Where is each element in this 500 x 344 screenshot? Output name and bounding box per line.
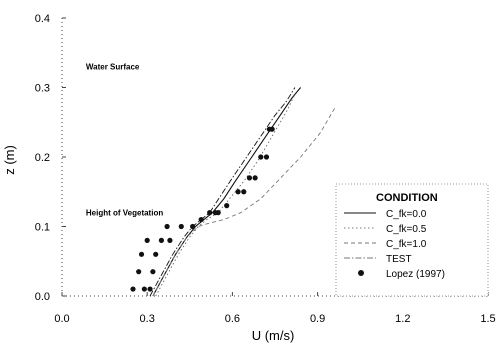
data-point — [136, 269, 142, 275]
data-point — [269, 126, 275, 132]
data-point — [144, 237, 150, 243]
legend-entry: TEST — [386, 254, 412, 265]
plot-frame — [61, 18, 488, 297]
data-point — [246, 175, 253, 181]
vegetation-height-label: Height of Vegetation — [86, 209, 163, 218]
data-point — [150, 269, 156, 275]
x-tick-label: 0.6 — [225, 313, 240, 325]
data-point — [215, 210, 221, 216]
data-point — [167, 237, 173, 243]
data-point — [241, 189, 247, 195]
axis-ticks: 0.0 0.3 0.6 0.9 1.2 1.5 0.0 0.1 0.2 0.3 0.4 — [35, 13, 496, 325]
legend-entry: C_fk=0.5 — [386, 224, 427, 235]
data-point — [141, 286, 147, 292]
x-axis-label: U (m/s) — [252, 328, 295, 343]
legend-entry: C_fk=0.0 — [386, 209, 427, 220]
legend: CONDITION C_fk=0.0 C_fk=0.5 C_fk=1.0 TEST Lop… — [335, 183, 489, 297]
data-point — [224, 203, 230, 209]
x-tick-label: 0.0 — [54, 313, 69, 325]
data-point — [198, 216, 204, 223]
data-point — [147, 286, 153, 292]
annotations: Water Surface Height of Vegetation — [86, 63, 163, 218]
y-tick-label: 0.2 — [35, 152, 50, 164]
series-lopez-1997 — [130, 126, 275, 292]
y-tick-label: 0.3 — [35, 83, 50, 95]
data-point — [153, 251, 159, 257]
legend-entry: Lopez (1997) — [386, 269, 445, 280]
series-line-test — [149, 87, 296, 297]
x-tick-label: 0.3 — [140, 313, 155, 325]
x-tick-label: 0.9 — [310, 313, 325, 325]
legend-marker — [358, 270, 364, 276]
data-point — [138, 251, 145, 257]
legend-title: CONDITION — [376, 192, 438, 204]
legend-entry: C_fk=1.0 — [386, 239, 427, 250]
data-point — [190, 223, 196, 230]
data-point — [164, 223, 170, 230]
x-tick-label: 1.5 — [480, 313, 495, 325]
data-point — [207, 210, 213, 216]
data-point — [263, 154, 270, 160]
data-point — [258, 154, 264, 160]
data-point — [252, 175, 258, 181]
data-point — [178, 223, 184, 230]
water-surface-label: Water Surface — [86, 63, 140, 72]
series-line-c-fk-1-0 — [152, 108, 335, 297]
data-point — [130, 286, 136, 292]
y-tick-label: 0.4 — [35, 13, 50, 25]
y-tick-label: 0.0 — [35, 291, 50, 303]
data-point — [235, 189, 241, 195]
data-point — [158, 237, 164, 243]
series-layer — [130, 87, 335, 297]
x-tick-label: 1.2 — [395, 313, 410, 325]
y-axis-label: z (m) — [2, 145, 17, 175]
series-line-c-fk-0-0 — [152, 87, 302, 297]
legend-box — [335, 183, 489, 297]
y-tick-label: 0.1 — [35, 222, 50, 234]
